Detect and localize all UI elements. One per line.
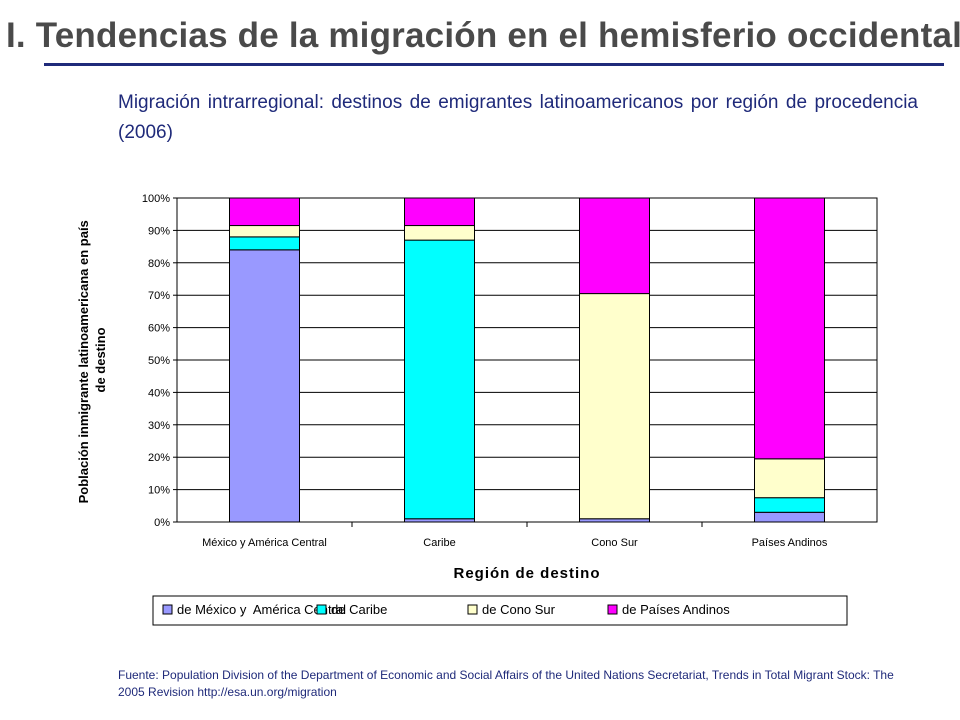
legend-swatch <box>316 604 327 615</box>
bar-segment <box>229 197 300 227</box>
bar-segment <box>754 458 825 499</box>
y-tick-label: 10% <box>148 485 170 497</box>
legend-swatch <box>467 604 478 615</box>
bar-segment <box>754 511 825 523</box>
legend-swatch <box>607 604 618 615</box>
y-tick-label: 30% <box>148 420 170 432</box>
bar-segment <box>579 197 650 295</box>
y-axis-title: Población inmigrante latinoamericana en … <box>76 217 108 504</box>
bar-segment <box>754 497 825 513</box>
x-tick-label: Países Andinos <box>752 537 828 549</box>
legend-label: de México y América Central <box>177 602 346 617</box>
legend-label: de Caribe <box>331 602 387 617</box>
legend-swatch <box>162 604 173 615</box>
y-tick-label: 40% <box>148 387 170 399</box>
x-tick-label: México y América Central <box>202 537 327 549</box>
bar-segment <box>754 197 825 460</box>
y-tick-label: 0% <box>154 517 170 529</box>
source-note: Fuente: Population Division of the Depar… <box>118 668 894 699</box>
bar-segment <box>579 293 650 520</box>
y-tick-labels: 0% 10% 20% 30% 40% 50% 60% 70% 80% 90% 100% <box>142 193 177 529</box>
x-tick-labels: México y América Central Caribe Cono Sur Pa… <box>202 522 828 549</box>
bars <box>229 197 825 523</box>
x-tick-label: Caribe <box>423 537 455 549</box>
y-tick-label: 70% <box>148 290 170 302</box>
y-tick-label: 50% <box>148 355 170 367</box>
y-tick-label: 80% <box>148 258 170 270</box>
bar-segment <box>404 225 475 241</box>
y-tick-label: 100% <box>142 193 170 205</box>
legend-box <box>152 595 848 626</box>
legend-label: de Cono Sur <box>482 602 556 617</box>
legend-label: de Países Andinos <box>622 602 730 617</box>
bar-segment <box>229 236 300 251</box>
bar-segment <box>229 225 300 238</box>
bar-segment <box>404 239 475 520</box>
y-tick-label: 90% <box>148 225 170 237</box>
slide-title: I. Tendencias de la migración en el hemi… <box>6 16 960 55</box>
bar-segment <box>229 249 300 523</box>
y-tick-label: 60% <box>148 323 170 335</box>
y-tick-label: 20% <box>148 452 170 464</box>
chart-subtitle: Migración intrarregional: destinos de em… <box>118 92 918 143</box>
x-tick-label: Cono Sur <box>591 537 638 549</box>
title-underline <box>44 63 944 66</box>
x-axis-title: Región de destino <box>453 565 600 582</box>
bar-segment <box>404 197 475 227</box>
